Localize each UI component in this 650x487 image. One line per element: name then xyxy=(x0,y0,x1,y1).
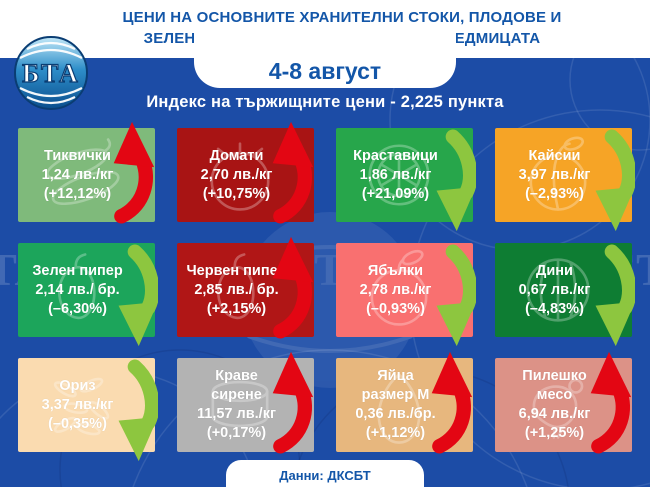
up-arrow-icon xyxy=(272,236,314,339)
card-text: Домати 2,70 лв./кг (+10,75%) xyxy=(197,147,295,204)
card-price: 2,85 лв./ бр. xyxy=(194,281,279,298)
bta-logo-text: БТА xyxy=(22,59,80,88)
title-line1: ЦЕНИ НА ОСНОВНИТЕ ХРАНИТЕЛНИ СТОКИ, ПЛОД… xyxy=(122,9,562,26)
price-card: Кайсии 3,97 лв./кг (–2,93%) xyxy=(495,128,635,232)
card-price: 1,86 лв./кг xyxy=(359,166,432,183)
date-range-tab: 4-8 август xyxy=(194,30,456,88)
card-change-percent: (–4,83%) xyxy=(525,300,584,317)
watermelon-icon xyxy=(526,258,590,322)
price-card: Ябълки 2,78 лв./кг (–0,93%) xyxy=(336,243,476,347)
card-price: 2,78 лв./кг xyxy=(359,281,432,298)
apricot-icon xyxy=(529,136,587,211)
card-product-name: Ябълки xyxy=(367,262,424,279)
card-product-name: Домати xyxy=(209,147,264,164)
down-arrow-icon xyxy=(436,244,476,347)
down-arrow-icon xyxy=(595,129,635,232)
card-product-name: Дини xyxy=(536,262,573,279)
card-price: 2,14 лв./ бр. xyxy=(35,281,120,298)
price-card: Тиквички 1,24 лв./кг (+12,12%) xyxy=(18,121,155,224)
card-change-percent: (+10,75%) xyxy=(202,185,271,202)
card-change-percent: (–0,93%) xyxy=(366,300,425,317)
cheese-icon xyxy=(211,380,269,428)
card-price: 0,36 лв./бр. xyxy=(355,406,436,422)
card-product-name: Зелен пипер xyxy=(32,262,123,279)
up-arrow-icon xyxy=(590,351,632,454)
price-card: Ориз 3,37 лв./кг (–0,35%) xyxy=(18,358,158,462)
egg-icon xyxy=(377,373,421,444)
card-change-percent: (+21,09%) xyxy=(361,185,430,202)
card-product-name: Пилешко месо xyxy=(522,368,587,403)
index-line: Индекс на тържищните цени - 2,225 пункта xyxy=(146,93,504,111)
up-arrow-icon xyxy=(113,121,155,224)
card-text: Дини 0,67 лв./кг (–4,83%) xyxy=(515,262,613,319)
apple-icon xyxy=(370,249,428,326)
bta-logo-icon: БТА xyxy=(14,36,88,110)
card-text: Яйца размер М 0,36 лв./бр. (+1,12%) xyxy=(351,367,457,443)
price-card: Дини 0,67 лв./кг (–4,83%) xyxy=(495,243,635,347)
card-price: 3,37 лв./кг xyxy=(41,396,114,413)
down-arrow-icon xyxy=(436,129,476,232)
card-change-percent: (+0,17%) xyxy=(206,425,267,441)
down-arrow-icon xyxy=(595,244,635,347)
card-price: 6,94 лв./кг xyxy=(518,406,591,422)
card-text: Тиквички 1,24 лв./кг (+12,12%) xyxy=(38,147,136,204)
card-price: 3,97 лв./кг xyxy=(518,166,591,183)
down-arrow-icon xyxy=(118,359,158,462)
card-product-name: Ориз xyxy=(59,377,96,394)
card-product-name: Краставици xyxy=(353,147,438,164)
price-card: Пилешко месо 6,94 лв./кг (+1,25%) xyxy=(495,351,632,454)
card-product-name: Краве сирене xyxy=(211,368,262,403)
green-pepper-icon xyxy=(58,253,96,320)
card-change-percent: (+2,15%) xyxy=(206,300,267,317)
tomato-icon xyxy=(210,142,270,211)
down-arrow-icon xyxy=(118,244,158,347)
cards-grid: Тиквички 1,24 лв./кг (+12,12%) Домати 2,70 л… xyxy=(18,121,635,462)
card-text: Ябълки 2,78 лв./кг (–0,93%) xyxy=(356,262,454,319)
card-text: Пилешко месо 6,94 лв./кг (+1,25%) xyxy=(515,367,613,443)
rice-icon xyxy=(53,377,110,436)
price-card: Краставици 1,86 лв./кг (+21,09%) xyxy=(336,128,476,232)
card-change-percent: (+12,12%) xyxy=(43,185,112,202)
chicken-icon xyxy=(532,378,584,439)
card-text: Кайсии 3,97 лв./кг (–2,93%) xyxy=(515,147,613,204)
up-arrow-icon xyxy=(272,351,314,454)
card-product-name: Яйца размер М xyxy=(361,368,430,403)
card-change-percent: (+1,12%) xyxy=(365,425,426,441)
card-text: Краставици 1,86 лв./кг (+21,09%) xyxy=(349,147,460,204)
price-card: Домати 2,70 лв./кг (+10,75%) xyxy=(177,121,314,224)
card-price: 1,24 лв./кг xyxy=(41,166,114,183)
card-price: 0,67 лв./кг xyxy=(518,281,591,298)
card-change-percent: (+1,25%) xyxy=(524,425,585,441)
card-text: Ориз 3,37 лв./кг (–0,35%) xyxy=(38,377,136,434)
price-card: Краве сирене 11,57 лв./кг (+0,17%) xyxy=(177,351,314,454)
source-label: Данни: ДКСБТ xyxy=(279,467,371,483)
card-price: 2,70 лв./кг xyxy=(200,166,273,183)
header-band: ЦЕНИ НА ОСНОВНИТЕ ХРАНИТЕЛНИ СТОКИ, ПЛОД… xyxy=(0,0,650,88)
red-pepper-icon xyxy=(217,253,255,320)
card-price: 11,57 лв./кг xyxy=(197,406,276,422)
up-arrow-icon xyxy=(431,351,473,454)
card-change-percent: (–2,93%) xyxy=(525,185,584,202)
card-text: Зелен пипер 2,14 лв./ бр. (–6,30%) xyxy=(28,262,144,319)
card-text: Краве сирене 11,57 лв./кг (+0,17%) xyxy=(193,367,298,443)
date-range-label: 4-8 август xyxy=(268,58,382,84)
source-pill: Данни: ДКСБТ xyxy=(226,460,424,487)
zucchini-icon xyxy=(46,138,120,206)
price-card: Червен пипер 2,85 лв./ бр. (+2,15%) xyxy=(177,236,314,339)
card-change-percent: (–0,35%) xyxy=(48,415,107,432)
card-product-name: Кайсии xyxy=(528,147,581,164)
up-arrow-icon xyxy=(272,121,314,224)
price-card: Яйца размер М 0,36 лв./бр. (+1,12%) xyxy=(336,351,473,454)
cucumber-icon xyxy=(368,144,430,206)
card-change-percent: (–6,30%) xyxy=(48,300,107,317)
price-card: Зелен пипер 2,14 лв./ бр. (–6,30%) xyxy=(18,243,158,347)
card-product-name: Тиквички xyxy=(44,147,111,164)
